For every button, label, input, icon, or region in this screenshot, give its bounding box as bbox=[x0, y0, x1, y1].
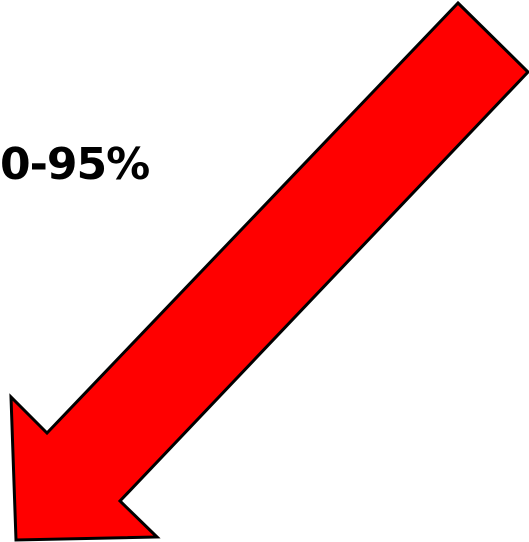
percentage-label: 0-95% bbox=[0, 139, 150, 190]
